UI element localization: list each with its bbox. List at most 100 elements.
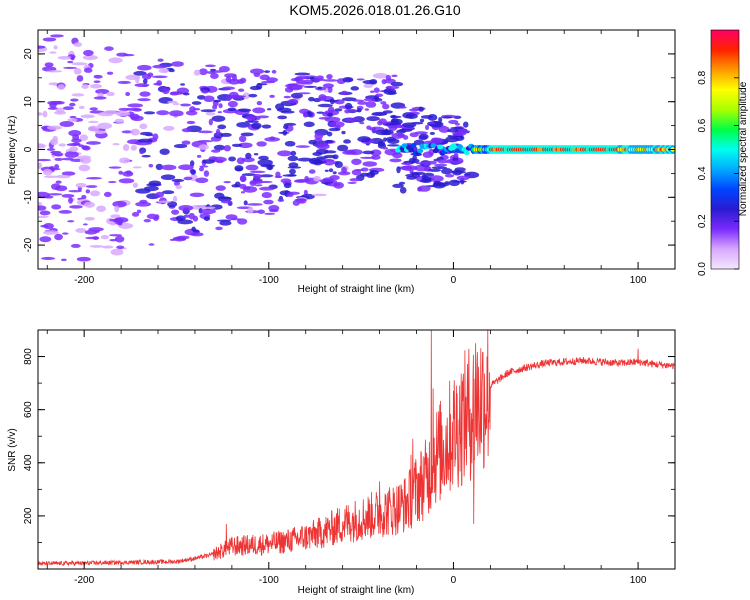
spectrogram-cell <box>38 143 46 149</box>
spectrogram-cell <box>57 55 72 60</box>
spectrogram-cell <box>76 256 91 262</box>
spectrogram-cell <box>110 248 124 256</box>
spectrogram-line-core <box>463 150 470 156</box>
spectrogram-cell <box>245 164 259 171</box>
spectrogram-cell <box>62 232 69 235</box>
spectrogram-cell <box>360 156 376 159</box>
spectrogram-cell <box>125 91 131 97</box>
spectrogram-cell <box>171 209 180 215</box>
spectrogram-cell <box>69 115 77 119</box>
spectrogram-cell <box>61 171 76 176</box>
spectrogram-cell <box>253 174 263 179</box>
spectrogram-cell <box>75 182 87 188</box>
spectrogram-cell <box>192 229 200 233</box>
spectrogram-cell <box>209 68 217 72</box>
spectrogram-cell <box>318 116 331 120</box>
spectrogram-cell <box>226 96 232 102</box>
spectrogram-cell <box>133 71 147 76</box>
spectrogram-cell <box>290 92 303 99</box>
spectrogram-cell <box>39 236 52 243</box>
spectrogram-cell <box>415 162 428 165</box>
spectrogram-cell <box>192 215 199 222</box>
spectrogram-cell <box>365 101 377 108</box>
spectrogram-cell <box>197 130 213 134</box>
spectrogram-cell <box>63 66 77 69</box>
spectrogram-cell <box>162 87 170 95</box>
spectrogram-cell <box>146 183 162 187</box>
spectrogram-cell <box>43 222 54 230</box>
spectrogram-cell <box>296 81 313 85</box>
spectrogram-cell <box>298 92 311 95</box>
spectrogram-cell <box>106 71 114 75</box>
spectrogram-cell <box>67 118 78 122</box>
spectrogram-cell <box>172 195 178 203</box>
spectrogram-cell <box>307 110 312 115</box>
colorbar: 0.0 0.2 0.4 0.6 0.8 Normalized spectral ampl… <box>697 29 749 276</box>
spectrogram-cell <box>236 121 251 128</box>
spectrogram-cell <box>58 143 66 147</box>
spectrogram-cell <box>141 154 151 158</box>
spectrogram-cell <box>396 166 401 174</box>
spectrogram-cell <box>249 170 266 174</box>
spectrogram-cell <box>382 147 389 150</box>
spectrogram-y-axis-label: Frequency (Hz) <box>7 116 18 185</box>
spectrogram-cell <box>323 79 339 82</box>
spectrogram-cell <box>203 95 215 103</box>
spectrogram-cell <box>317 86 322 90</box>
spectrogram-dominant-line <box>395 143 675 156</box>
spectrogram-cell <box>186 120 196 125</box>
spectrogram-cell <box>277 198 285 202</box>
spectrogram-cell <box>88 120 99 124</box>
spectrogram-cell <box>381 79 387 85</box>
spectrogram-cell <box>107 181 117 184</box>
spectrogram-cell <box>418 106 424 112</box>
spectrogram-cell <box>452 131 467 137</box>
spectrogram-cell <box>400 162 413 165</box>
spectrogram-cell <box>152 64 168 69</box>
spectrogram-cell <box>114 205 120 213</box>
spectrogram-cell <box>43 195 54 199</box>
spectrogram-cell <box>181 128 192 133</box>
spectrogram-cell <box>168 68 175 73</box>
spectrogram-cell <box>219 220 232 226</box>
spectrogram-cell <box>122 171 134 177</box>
spectrogram-cell <box>381 129 394 136</box>
spectrogram-cell <box>297 157 313 162</box>
spectrogram-cell <box>152 75 168 79</box>
spectrogram-cell <box>252 107 266 114</box>
spectrogram-cell <box>208 118 214 126</box>
snr-x-tick-label: 0 <box>451 575 457 586</box>
spectrogram-cell <box>350 86 360 91</box>
spectrogram-cell <box>426 160 437 165</box>
spectrogram-cell <box>135 188 151 194</box>
spectrogram-cell <box>58 210 72 214</box>
spectrogram-cell <box>163 125 175 131</box>
spectrogram-line-core <box>437 144 444 150</box>
spectrogram-cell <box>341 97 357 102</box>
spectrogram-cell <box>54 233 63 241</box>
spectrogram-cell <box>333 181 345 189</box>
spectrogram-cell <box>114 235 125 243</box>
spectrogram-cell <box>97 122 113 130</box>
spectrogram-x-tick-label: 100 <box>630 275 647 286</box>
spectrogram-cell <box>228 78 240 85</box>
spectrogram-cell <box>42 168 53 176</box>
spectrogram-cell <box>217 111 223 114</box>
spectrogram-cell <box>81 84 89 89</box>
spectrogram-cell <box>438 126 450 133</box>
spectrogram-cell <box>93 74 103 79</box>
spectrogram-cell <box>106 91 115 97</box>
spectrogram-cell <box>190 169 197 175</box>
spectrogram-cell <box>258 155 269 161</box>
spectrogram-cell <box>428 168 442 172</box>
spectrogram-cell <box>341 130 346 135</box>
spectrogram-cell <box>405 113 418 119</box>
spectrogram-cell <box>116 245 125 250</box>
spectrogram-cell <box>383 137 388 142</box>
spectrogram-cell <box>181 140 191 145</box>
spectrogram-cell <box>240 191 246 194</box>
spectrogram-cell <box>156 110 170 116</box>
spectrogram-cell <box>303 85 318 88</box>
spectrogram-cell <box>122 144 130 152</box>
spectrogram-cell <box>82 223 88 226</box>
